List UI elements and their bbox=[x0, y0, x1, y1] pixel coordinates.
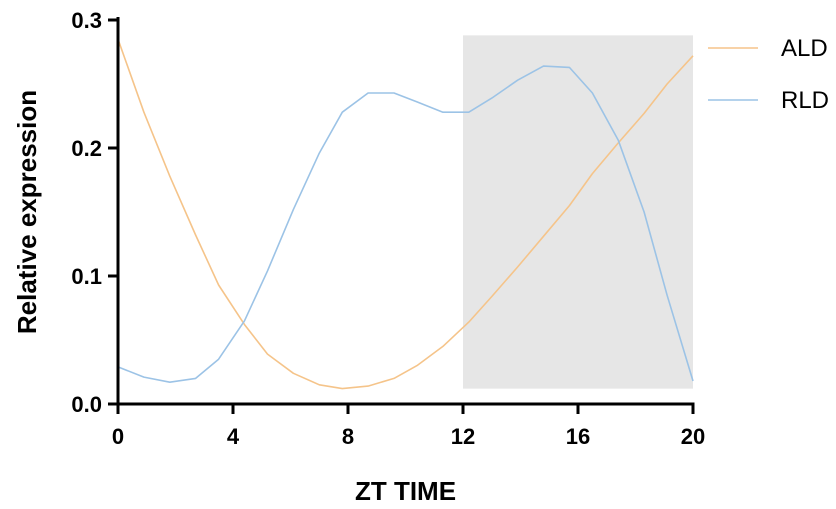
y-axis-title: Relative expression bbox=[12, 90, 42, 334]
series-line-ald bbox=[117, 38, 694, 390]
y-tick-label: 0.1 bbox=[71, 264, 102, 289]
y-tick-label: 0.0 bbox=[71, 392, 102, 417]
plot-area bbox=[463, 35, 693, 389]
x-tick-label: 12 bbox=[451, 424, 475, 449]
y-tick-label: 0.3 bbox=[71, 8, 102, 33]
x-tick-label: 20 bbox=[681, 424, 705, 449]
legend-label-ald: ALD bbox=[781, 35, 828, 62]
x-tick-label: 0 bbox=[112, 424, 124, 449]
axes-layer: 0 4 8 12 16 20 0.0 0.1 0.2 0.3 bbox=[71, 8, 705, 449]
shaded-dark-period bbox=[463, 35, 693, 389]
x-tick-label: 8 bbox=[342, 424, 354, 449]
y-tick-label: 0.2 bbox=[71, 136, 102, 161]
x-tick-label: 4 bbox=[227, 424, 240, 449]
x-tick-label: 16 bbox=[566, 424, 590, 449]
legend: ALD RLD bbox=[708, 35, 829, 114]
series-layer bbox=[117, 38, 694, 390]
x-axis-title: ZT TIME bbox=[355, 476, 456, 506]
series-line-rld bbox=[117, 65, 694, 384]
legend-label-rld: RLD bbox=[781, 87, 829, 114]
